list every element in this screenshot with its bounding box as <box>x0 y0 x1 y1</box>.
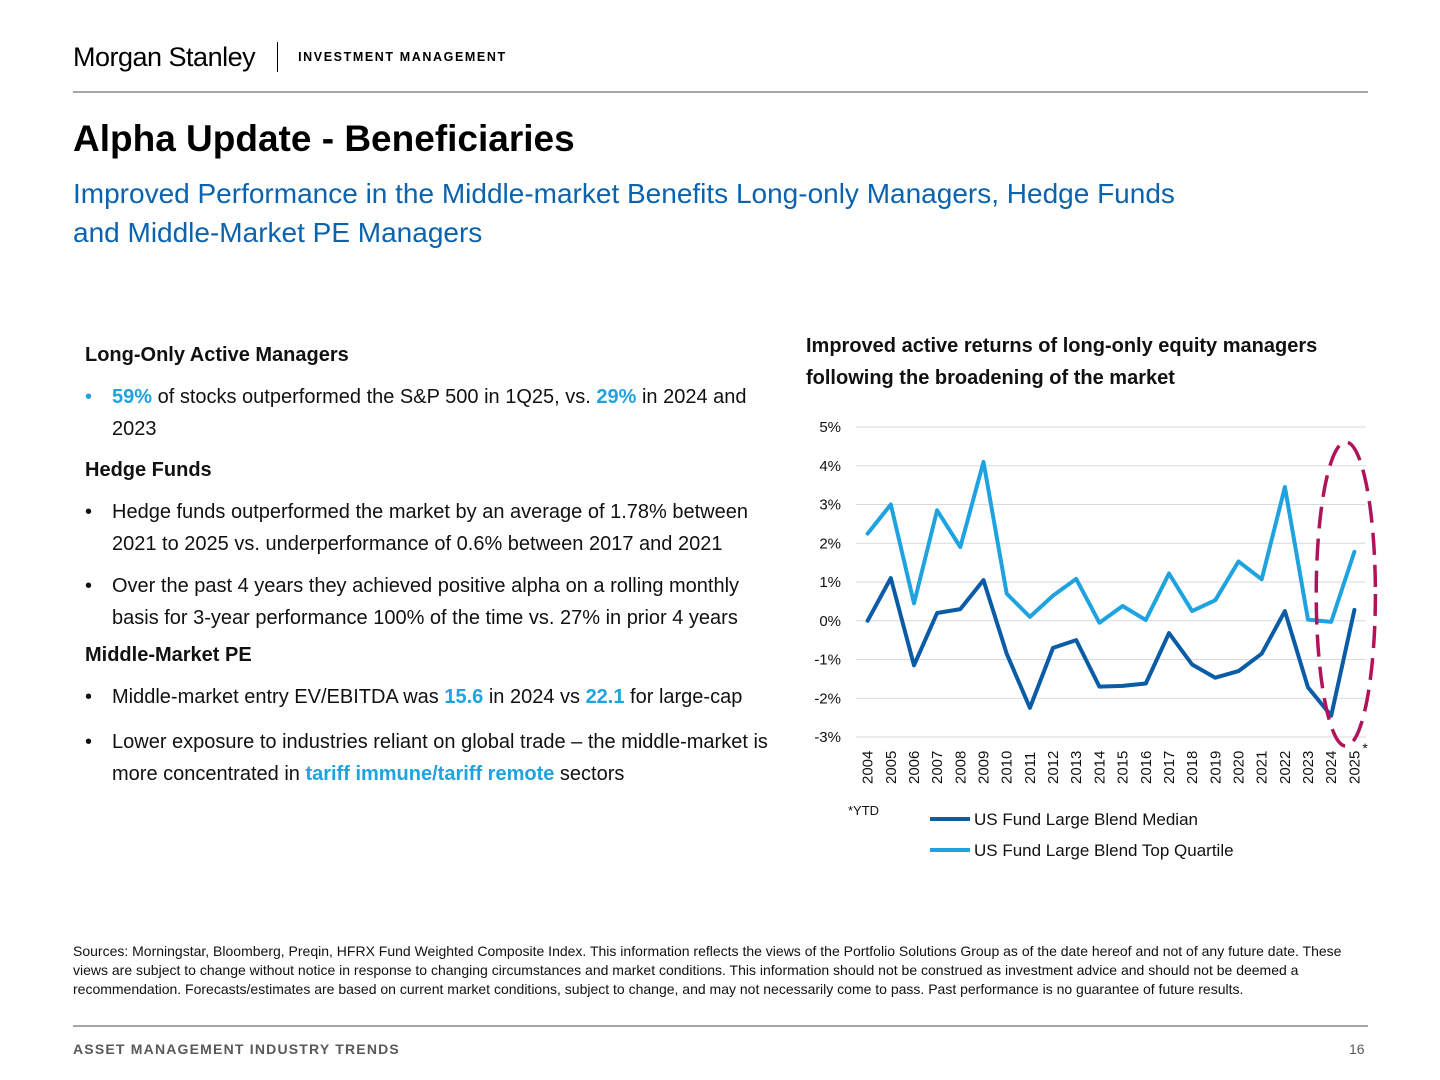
division-name: INVESTMENT MANAGEMENT <box>298 50 507 64</box>
x-tick-label: 2008 <box>952 751 969 784</box>
bullet-text: in 2024 vs <box>483 686 586 708</box>
x-tick-label: 2025 <box>1346 751 1363 784</box>
bullet-hedge-1: • Hedge funds outperformed the market by… <box>85 496 752 560</box>
x-tick-label: 2015 <box>1115 751 1132 784</box>
x-tick-label: 2013 <box>1068 751 1085 784</box>
x-tick-label: 2012 <box>1045 751 1062 784</box>
x-tick-label: 2010 <box>999 751 1016 784</box>
highlight-ellipse <box>1314 440 1378 748</box>
bullet-text: Over the past 4 years they achieved posi… <box>112 575 740 629</box>
bullet-long-only-1: • 59% of stocks outperformed the S&P 500… <box>85 381 752 445</box>
x-tick-label: 2005 <box>883 751 900 784</box>
bullet-pe-2: • Lower exposure to industries reliant o… <box>85 726 777 790</box>
legend-label: US Fund Large Blend Median <box>974 810 1198 829</box>
chart-title-line-2: following the broadening of the market <box>806 367 1175 389</box>
bullet-dot: • <box>85 501 93 523</box>
y-tick-label: 0% <box>819 613 841 630</box>
y-tick-label: -1% <box>814 652 841 669</box>
series-line-top-quartile <box>865 459 1357 625</box>
bullet-text: sectors <box>554 763 625 785</box>
x-tick-asterisk: * <box>1362 740 1368 756</box>
section-heading-long-only: Long-Only Active Managers <box>85 344 349 366</box>
stat-ev-ebitda-large: 22.1 <box>585 686 625 708</box>
x-tick-label: 2016 <box>1138 751 1155 784</box>
x-tick-label: 2006 <box>906 751 923 784</box>
bullet-text: of stocks outperformed the S&P 500 in 1Q… <box>152 386 597 408</box>
bullet-text: for large-cap <box>624 686 743 708</box>
legend-label: US Fund Large Blend Top Quartile <box>974 841 1234 860</box>
bullet-text: Hedge funds outperformed the market by a… <box>112 501 748 555</box>
ytd-note: *YTD <box>848 803 879 818</box>
bullet-dot: • <box>85 575 93 597</box>
x-tick-label: 2018 <box>1184 751 1201 784</box>
y-tick-label: 1% <box>819 574 841 591</box>
y-tick-label: -2% <box>814 690 841 707</box>
sources-note: Sources: Morningstar, Bloomberg, Preqin,… <box>73 943 1342 997</box>
series-line-median <box>865 576 1357 718</box>
x-tick-label: 2019 <box>1207 751 1224 784</box>
header-rule <box>73 91 1368 93</box>
page-title: Alpha Update - Beneficiaries <box>73 118 575 159</box>
x-tick-label: 2007 <box>929 751 946 784</box>
chart-title-line-1: Improved active returns of long-only equ… <box>806 335 1318 357</box>
stat-29pct: 29% <box>596 386 637 408</box>
y-tick-label: 4% <box>819 458 841 475</box>
logo-divider <box>277 42 279 72</box>
chart-title: Improved active returns of long-only equ… <box>806 330 1376 394</box>
subtitle-line-1: Improved Performance in the Middle-marke… <box>73 178 1175 209</box>
x-tick-label: 2023 <box>1300 751 1317 784</box>
bullet-hedge-2: • Over the past 4 years they achieved po… <box>85 570 782 634</box>
page-subtitle: Improved Performance in the Middle-marke… <box>73 174 1373 252</box>
bullet-dot: • <box>85 686 93 708</box>
section-heading-middle-market-pe: Middle-Market PE <box>85 644 252 666</box>
bullet-dot: • <box>85 731 93 753</box>
x-tick-label: 2014 <box>1091 751 1108 784</box>
y-tick-label: 3% <box>819 497 841 514</box>
stat-ev-ebitda-mid: 15.6 <box>444 686 484 708</box>
y-tick-label: 5% <box>819 419 841 436</box>
x-tick-label: 2011 <box>1022 752 1039 784</box>
y-tick-label: -3% <box>814 729 841 746</box>
x-tick-label: 2021 <box>1254 751 1271 784</box>
bullet-text: Lower exposure to industries reliant on … <box>112 731 768 785</box>
stat-59pct: 59% <box>112 386 153 408</box>
bullet-text: Middle-market entry EV/EBITDA was <box>112 686 445 708</box>
footer-rule <box>73 1025 1368 1027</box>
x-tick-label: 2009 <box>976 751 993 784</box>
bullet-text: in 2024 and 2023 <box>112 386 747 440</box>
x-tick-label: 2017 <box>1161 751 1178 784</box>
brand-name: Morgan Stanley <box>73 41 256 72</box>
line-chart: 5% 4% 3% 2% 1% 0% -1% -2% -3% 2004 2005 2006 2007 200… <box>814 419 1378 860</box>
subtitle-line-2: and Middle-Market PE Managers <box>73 217 483 248</box>
x-tick-label: 2020 <box>1231 751 1248 784</box>
highlight-tariff: tariff immune/tariff remote <box>305 763 555 785</box>
x-tick-label: 2022 <box>1277 751 1294 784</box>
x-tick-label: 2004 <box>860 751 877 784</box>
bullet-dot: • <box>85 386 93 408</box>
x-tick-label: 2024 <box>1323 751 1340 784</box>
page-number: 16 <box>1349 1041 1365 1057</box>
bullet-pe-1: • Middle-market entry EV/EBITDA was 15.6… <box>85 681 777 713</box>
y-tick-label: 2% <box>819 535 841 552</box>
section-heading-hedge-funds: Hedge Funds <box>85 459 212 481</box>
header-logo: Morgan Stanley INVESTMENT MANAGEMENT <box>73 40 507 74</box>
footer-label: ASSET MANAGEMENT INDUSTRY TRENDS <box>73 1041 400 1057</box>
commentary-column: Long-Only Active Managers • 59% of stock… <box>85 344 785 790</box>
